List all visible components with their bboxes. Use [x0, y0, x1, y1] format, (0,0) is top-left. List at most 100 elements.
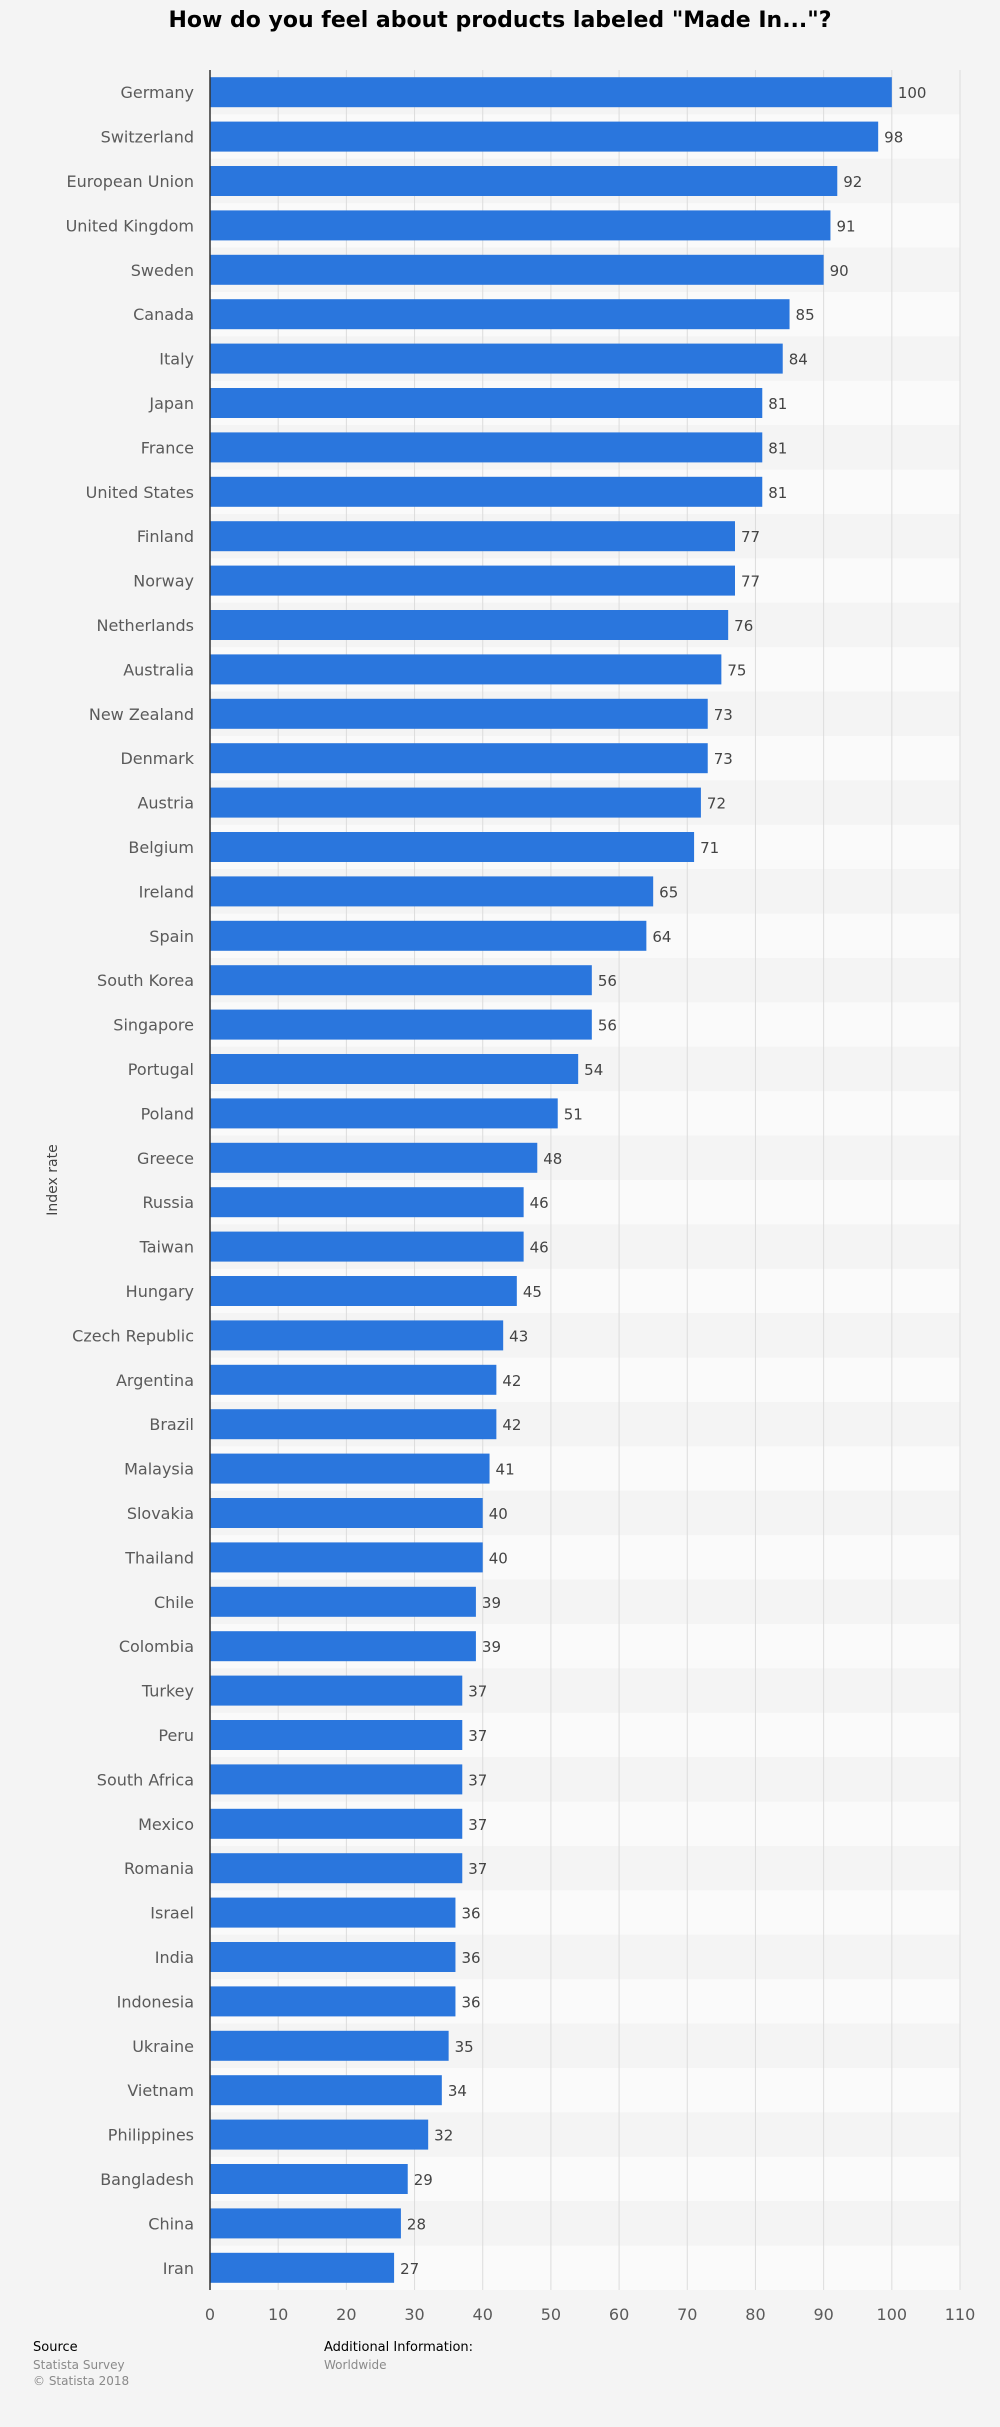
value-label: 91 — [836, 217, 855, 235]
category-labels: Germany Switzerland European Union United K… — [66, 83, 195, 2278]
value-label: 43 — [509, 1327, 528, 1345]
category-label: Canada — [133, 305, 194, 324]
bar — [210, 343, 783, 374]
category-label: Belgium — [128, 838, 194, 857]
x-tick-label: 60 — [609, 2305, 629, 2324]
x-tick-label: 0 — [205, 2305, 215, 2324]
value-label: 73 — [714, 750, 733, 768]
value-label: 28 — [407, 2215, 426, 2233]
x-axis-ticks: 0 10 20 30 40 50 60 70 80 90 100 110 — [205, 2305, 975, 2324]
value-label: 65 — [659, 883, 678, 901]
value-label: 40 — [489, 1549, 508, 1567]
value-label: 81 — [768, 439, 787, 457]
category-label: China — [148, 2214, 194, 2233]
value-label: 73 — [714, 706, 733, 724]
value-label: 92 — [843, 173, 862, 191]
category-label: Russia — [143, 1193, 194, 1212]
bar — [210, 1142, 538, 1173]
value-label: 56 — [598, 972, 617, 990]
value-label: 46 — [530, 1194, 549, 1212]
bar — [210, 1720, 463, 1750]
category-label: Vietnam — [127, 2081, 194, 2100]
bar — [210, 2119, 429, 2150]
bar — [210, 1853, 463, 1884]
value-label: 56 — [598, 1017, 617, 1035]
bar — [210, 698, 708, 729]
x-tick-label: 50 — [541, 2305, 561, 2324]
value-label: 46 — [530, 1239, 549, 1257]
bar — [210, 77, 892, 108]
category-label: Argentina — [116, 1371, 194, 1390]
category-label: India — [155, 1948, 194, 1967]
category-label: Turkey — [141, 1682, 194, 1701]
value-label: 29 — [414, 2171, 433, 2189]
value-label: 76 — [734, 617, 753, 635]
bar — [210, 610, 729, 640]
value-label: 36 — [461, 1905, 480, 1923]
bar — [210, 1498, 483, 1528]
x-tick-label: 40 — [473, 2305, 493, 2324]
x-tick-label: 90 — [813, 2305, 833, 2324]
value-label: 32 — [434, 2127, 453, 2145]
value-label: 84 — [789, 351, 808, 369]
source-title: Source — [33, 2340, 78, 2355]
bar — [210, 2252, 395, 2283]
category-label: Spain — [149, 927, 194, 946]
bar — [210, 1054, 579, 1084]
bar — [210, 965, 592, 996]
bar — [210, 1364, 497, 1395]
value-label: 48 — [543, 1150, 562, 1168]
category-label: Colombia — [119, 1637, 194, 1656]
bar — [210, 832, 695, 862]
value-label: 85 — [796, 306, 815, 324]
value-label: 39 — [482, 1638, 501, 1656]
bar — [210, 876, 654, 907]
bar — [210, 476, 763, 507]
category-label: Norway — [133, 572, 194, 591]
value-label: 37 — [468, 1860, 487, 1878]
category-label: United States — [86, 483, 194, 502]
value-label: 54 — [584, 1061, 603, 1079]
bar — [210, 254, 824, 285]
value-label: 41 — [496, 1461, 515, 1479]
additional-info-region: Worldwide — [324, 2358, 387, 2372]
value-label: 37 — [468, 1727, 487, 1745]
x-tick-label: 20 — [336, 2305, 356, 2324]
value-label: 75 — [727, 661, 746, 679]
value-label: 35 — [455, 2038, 474, 2056]
y-axis-label: Index rate — [45, 1144, 61, 1215]
bar — [210, 1409, 497, 1440]
bar — [210, 1187, 524, 1218]
bar — [210, 1942, 456, 1972]
bar — [210, 2030, 449, 2061]
category-label: Portugal — [128, 1060, 194, 1079]
value-label: 36 — [461, 1993, 480, 2011]
value-labels: 100 98 92 91 90 85 84 81 81 81 77 77 76 75 73 73 72 71 65 6… — [400, 84, 926, 2278]
bar — [210, 1808, 463, 1839]
bar — [210, 1586, 476, 1617]
category-label: Slovakia — [127, 1504, 194, 1523]
value-label: 64 — [652, 928, 671, 946]
category-label: Switzerland — [101, 128, 194, 147]
bar — [210, 1986, 456, 2017]
category-label: Israel — [150, 1904, 194, 1923]
value-label: 77 — [741, 573, 760, 591]
bar — [210, 743, 708, 774]
category-label: Mexico — [138, 1815, 194, 1834]
bar — [210, 787, 701, 818]
additional-info-title: Additional Information: — [324, 2340, 474, 2355]
category-label: Philippines — [108, 2126, 194, 2145]
bar — [210, 1675, 463, 1706]
value-label: 34 — [448, 2082, 467, 2100]
category-label: Hungary — [126, 1282, 194, 1301]
x-tick-label: 10 — [268, 2305, 288, 2324]
category-label: Poland — [141, 1104, 194, 1123]
x-tick-label: 30 — [404, 2305, 424, 2324]
bar — [210, 1764, 463, 1795]
x-tick-label: 70 — [677, 2305, 697, 2324]
category-label: Sweden — [131, 261, 194, 280]
value-label: 100 — [898, 84, 927, 102]
value-label: 42 — [502, 1372, 521, 1390]
category-label: Greece — [137, 1149, 194, 1168]
